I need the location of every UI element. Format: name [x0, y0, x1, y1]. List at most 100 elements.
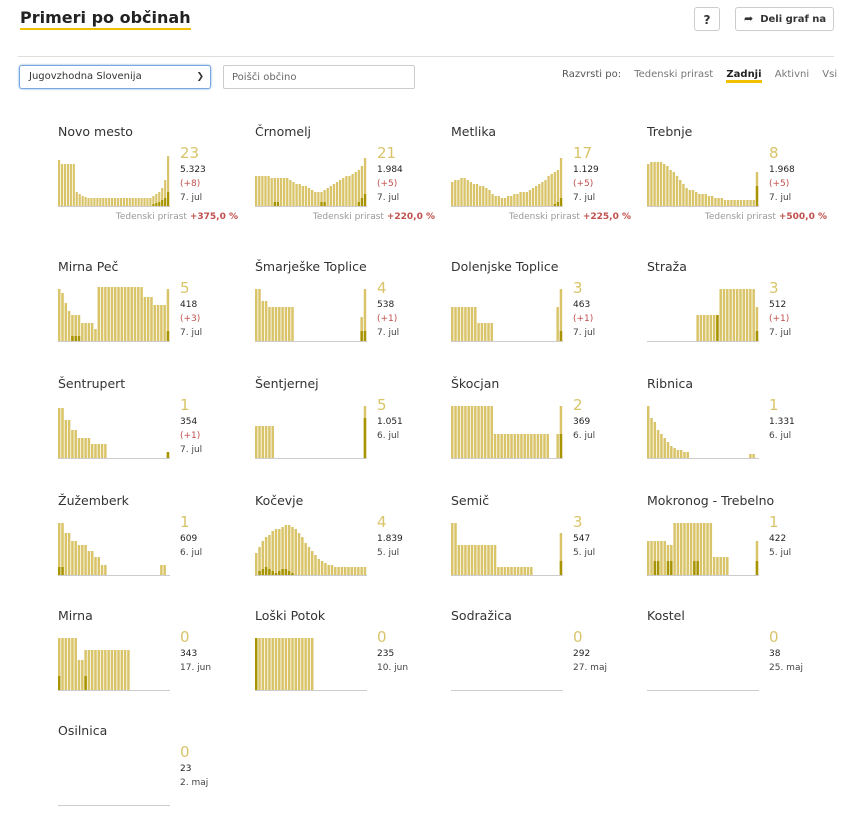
chart-bar: [94, 444, 97, 458]
chart-bar: [71, 430, 74, 458]
total-cases: 369: [573, 417, 591, 427]
chart-bar: [704, 194, 707, 206]
chart-bar: [166, 289, 170, 341]
chart-bar: [105, 198, 108, 206]
active-cases: 3: [573, 513, 583, 531]
chart-bar: [301, 186, 304, 206]
chart-bar: [114, 650, 117, 690]
mini-bar-chart: [451, 289, 563, 342]
mini-bar-chart: [255, 525, 367, 576]
chart-bar: [332, 184, 336, 206]
municipality-card: Kostel 0 38 25. maj: [647, 608, 827, 718]
chart-bar: [58, 638, 61, 690]
municipality-name: Mirna: [58, 608, 93, 623]
chart-bar: [123, 650, 127, 690]
total-cases: 1.331: [769, 417, 795, 427]
chart-bar-active: [363, 194, 367, 206]
chart-bar: [520, 567, 523, 575]
chart-bar: [64, 420, 68, 458]
municipality-name: Žužemberk: [58, 493, 129, 508]
last-date: 7. jul: [769, 328, 792, 338]
chart-bar: [470, 406, 474, 458]
chart-bar: [659, 162, 663, 206]
chart-bar: [679, 523, 683, 575]
chart-bar: [727, 200, 730, 206]
active-cases: 4: [377, 513, 387, 531]
chart-bar: [745, 289, 749, 341]
sort-option-latest[interactable]: Zadnji: [726, 69, 762, 83]
chart-bar: [110, 650, 114, 690]
chart-bar: [320, 192, 323, 206]
chart-bar: [546, 434, 550, 458]
chart-bar: [264, 426, 268, 458]
sort-option-weekly[interactable]: Tedenski prirast: [634, 69, 714, 80]
chart-bar: [454, 406, 457, 458]
chart-bar: [460, 406, 464, 458]
chart-bar: [746, 200, 749, 206]
chart-bar: [75, 192, 78, 206]
chart-bar: [480, 406, 484, 458]
chart-bar: [100, 287, 104, 341]
chart-bar-active: [278, 571, 281, 575]
chart-bar: [271, 426, 274, 458]
municipality-card: Šentjernej 5 1.051 6. jul: [255, 376, 435, 486]
chart-bar: [673, 448, 676, 458]
chart-bar: [291, 307, 294, 341]
municipality-name: Mirna Peč: [58, 259, 119, 274]
chart-bar: [74, 541, 77, 575]
municipality-card: Dolenjske Toplice 3 463 (+1) 7. jul: [451, 259, 631, 369]
sort-option-all[interactable]: Vsi: [822, 69, 838, 80]
municipality-card: Osilnica 0 23 2. maj: [58, 723, 238, 833]
chart-bar: [107, 287, 110, 341]
chart-bar: [87, 438, 91, 458]
active-cases: 2: [573, 396, 583, 414]
last-date: 6. jul: [377, 431, 400, 441]
share-button[interactable]: ➦ Deli graf na: [735, 7, 834, 31]
chart-bar: [119, 198, 123, 206]
chart-bar: [711, 196, 714, 206]
municipality-search-input[interactable]: [223, 65, 415, 89]
municipality-name: Loški Potok: [255, 608, 326, 623]
chart-bar: [457, 307, 461, 341]
weekly-growth-value: +375,0 %: [189, 212, 238, 222]
sort-option-active[interactable]: Aktivni: [774, 69, 810, 80]
chart-bar: [749, 454, 752, 458]
chart-bar: [60, 164, 64, 206]
help-button[interactable]: ?: [694, 7, 720, 31]
chart-bar: [660, 434, 663, 458]
chart-bar: [739, 289, 742, 341]
chart-bar: [752, 454, 755, 458]
chart-bar: [701, 194, 704, 206]
chart-bar: [268, 638, 271, 690]
chart-bar: [330, 565, 334, 575]
chart-bar: [77, 438, 81, 458]
share-button-label: Deli graf na: [760, 14, 827, 25]
chart-bar: [559, 289, 563, 341]
total-cases: 1.839: [377, 534, 403, 544]
chart-bar: [735, 289, 739, 341]
chart-bar: [161, 188, 164, 206]
chart-bar: [363, 158, 367, 206]
chart-bar: [78, 194, 81, 206]
total-cases: 1.968: [769, 165, 795, 175]
chart-bar: [457, 180, 460, 206]
chart-bar: [104, 650, 107, 690]
mini-bar-chart: [451, 406, 563, 459]
chart-bar: [110, 287, 114, 341]
mini-bar-chart: [58, 287, 170, 342]
chart-bar: [686, 452, 690, 458]
region-select[interactable]: Jugovzhodna Slovenija ❯: [19, 65, 211, 89]
chart-bar: [311, 551, 314, 575]
chart-bar: [472, 184, 476, 206]
municipality-name: Sodražica: [451, 608, 512, 623]
chart-bar-active: [276, 202, 280, 206]
chart-bar-active: [71, 336, 74, 341]
chart-bar: [666, 166, 669, 206]
chart-bar: [102, 198, 105, 206]
municipality-card: Šmarješke Toplice 4 538 (+1) 7. jul: [255, 259, 435, 369]
chart-bar: [314, 192, 317, 206]
chart-bar: [67, 533, 71, 575]
daily-change: (+8): [180, 179, 201, 189]
chart-bar: [516, 567, 520, 575]
chart-bar: [726, 557, 729, 575]
